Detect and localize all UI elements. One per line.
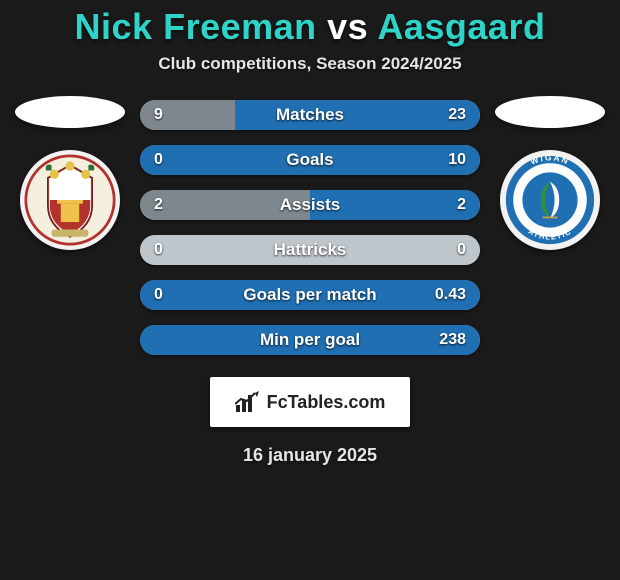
stat-fill-right [140, 325, 480, 355]
stat-fill-right [310, 190, 480, 220]
right-column: WIGAN ATHLETIC [490, 96, 610, 250]
stat-bar: 00Hattricks [140, 235, 480, 265]
subtitle: Club competitions, Season 2024/2025 [158, 54, 461, 74]
player2-headshot-placeholder [495, 96, 605, 128]
player1-headshot-placeholder [15, 96, 125, 128]
stat-value-left: 2 [154, 190, 163, 220]
stat-bar: 22Assists [140, 190, 480, 220]
stat-fill-right [140, 280, 480, 310]
stat-value-right: 10 [448, 145, 466, 175]
stat-value-right: 2 [457, 190, 466, 220]
date-line: 16 january 2025 [243, 445, 377, 466]
stat-value-right: 23 [448, 100, 466, 130]
stat-fill-left [140, 190, 310, 220]
comparison-infographic: Nick Freeman vs Aasgaard Club competitio… [0, 0, 620, 580]
stat-bar: 923Matches [140, 100, 480, 130]
brand-box: FcTables.com [210, 377, 410, 427]
stat-value-left: 0 [154, 235, 163, 265]
wigan-badge: WIGAN ATHLETIC [500, 150, 600, 250]
stevenage-crest-icon [24, 154, 116, 246]
fctables-logo-icon [235, 391, 261, 413]
stat-fill-left [140, 235, 480, 265]
stat-value-left: 9 [154, 100, 163, 130]
stat-bar: 010Goals [140, 145, 480, 175]
body-row: 923Matches010Goals22Assists00Hattricks00… [0, 96, 620, 355]
stat-bar: 238Min per goal [140, 325, 480, 355]
stat-value-right: 238 [439, 325, 466, 355]
stat-value-right: 0 [457, 235, 466, 265]
stat-bars: 923Matches010Goals22Assists00Hattricks00… [140, 96, 480, 355]
stat-value-left: 0 [154, 145, 163, 175]
left-column [10, 96, 130, 250]
stat-fill-right [140, 145, 480, 175]
stat-value-left: 0 [154, 280, 163, 310]
brand-text: FcTables.com [267, 392, 386, 413]
wigan-crest-icon: WIGAN ATHLETIC [504, 154, 596, 246]
stat-fill-right [235, 100, 480, 130]
vs-separator: vs [327, 6, 368, 47]
stat-value-right: 0.43 [435, 280, 466, 310]
stat-bar: 00.43Goals per match [140, 280, 480, 310]
player1-name: Nick Freeman [75, 6, 317, 47]
page-title: Nick Freeman vs Aasgaard [75, 4, 546, 54]
player2-name: Aasgaard [377, 6, 545, 47]
stevenage-badge [20, 150, 120, 250]
